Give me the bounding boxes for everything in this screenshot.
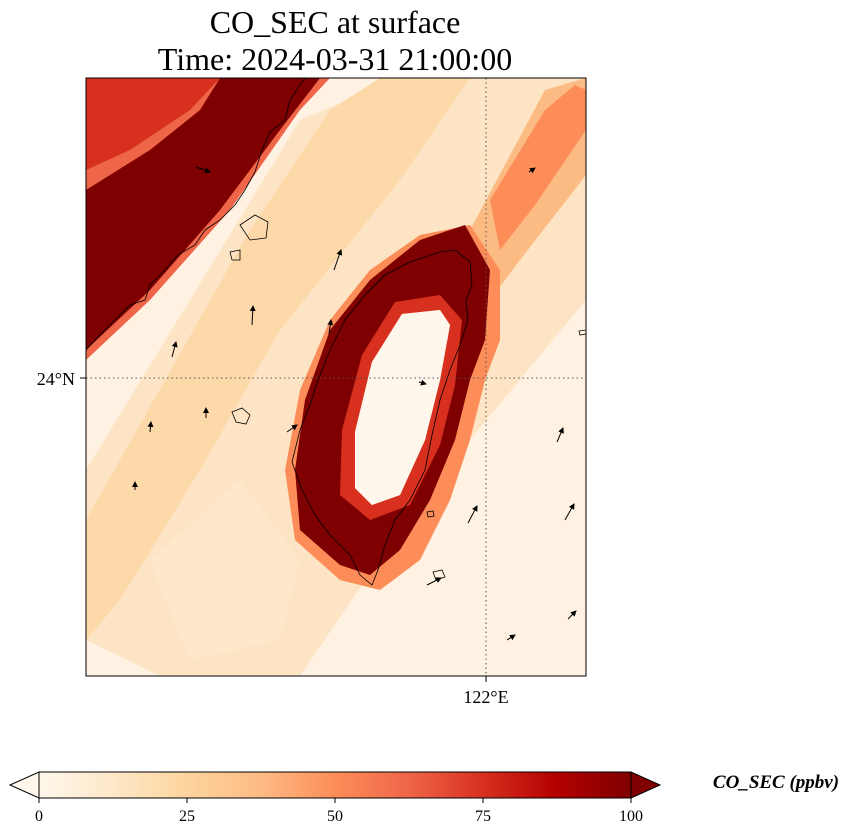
colorbar-ticks: 0 25 50 75 100 [35,798,643,825]
colorbar-tick-label: 0 [35,808,43,825]
plume-northeast-inner [490,85,586,250]
plot-title-line2: Time: 2024-03-31 21:00:00 [158,41,512,77]
wind-arrow [171,341,178,358]
colorbar: 0 25 50 75 100 CO_SEC (ppbv) [8,771,839,825]
wind-arrow [564,503,575,521]
wind-arrow [195,166,211,174]
wind-arrow [567,610,577,620]
island-penghu [231,407,251,425]
island-matsu [229,249,241,261]
colorbar-tick-label: 50 [327,808,343,825]
wind-arrow [327,319,334,335]
wind-arrow [426,577,442,586]
plume-northwest-core [86,78,320,350]
coastlines [86,78,586,586]
island-green [432,569,446,581]
lat-label-24N: 24°N [37,369,75,389]
taiwan-coastline [291,249,473,586]
colorbar-tick-label: 25 [179,808,195,825]
wind-arrow [333,249,343,271]
colorbar-gradient [38,771,632,799]
wind-arrow [528,167,536,174]
colorbar-tick-label: 75 [475,808,491,825]
plume-northwest-edge [86,78,220,170]
island-kinmen [239,214,269,241]
gridlines [86,78,586,676]
map-frame [85,77,587,677]
colorbar-label: CO_SEC (ppbv) [713,772,839,793]
taiwan-ring-center [355,310,450,505]
plot-title-line1: CO_SEC at surface [210,4,461,40]
wind-arrow [147,421,154,433]
wind-arrow [286,424,298,433]
wind-vectors [132,166,577,641]
wind-arrow [249,305,256,326]
island-east [578,329,586,336]
colorbar-tick-label: 100 [619,808,643,825]
wind-arrow [506,634,516,641]
taiwan-ring-rim [340,295,462,520]
wind-arrow [467,505,478,524]
fujian-coastline [86,78,306,351]
colorbar-extend-max [630,771,662,799]
colorbar-extend-min [8,771,40,799]
wind-arrow [556,427,564,443]
plume-band-mid [86,78,470,640]
lon-label-122E: 122°E [463,687,508,707]
wind-arrow [418,379,427,386]
map-field [86,78,586,676]
pale-patch-south [150,480,300,660]
island-orchid [426,510,435,518]
